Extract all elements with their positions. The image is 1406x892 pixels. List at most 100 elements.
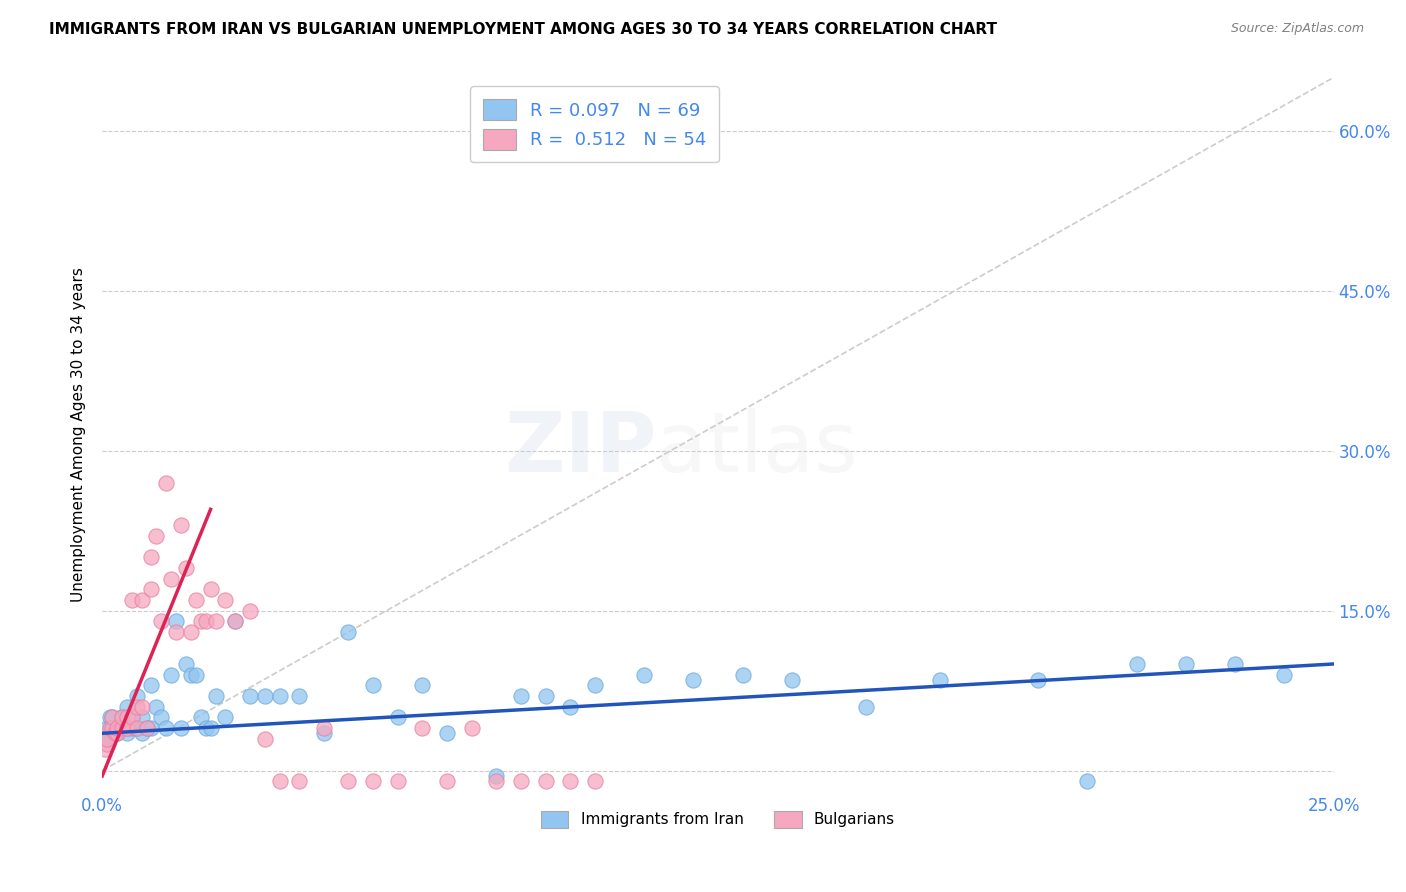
Point (194, 721, 217, 735)
Point (682, 673, 704, 687)
Point (269, 774, 291, 789)
Point (165, 625, 187, 640)
Point (160, 572, 183, 586)
Point (180, 625, 202, 640)
Point (361, 678, 384, 692)
Point (855, 699, 877, 714)
Point (224, 615, 246, 629)
Point (184, 667, 207, 681)
Point (411, 721, 433, 735)
Point (160, 667, 183, 681)
Point (111, 721, 134, 735)
Point (101, 721, 124, 735)
Point (337, 625, 360, 640)
Text: ZIP: ZIP (503, 409, 657, 490)
Point (337, 774, 360, 789)
Point (115, 726, 138, 740)
Point (105, 726, 128, 740)
Point (155, 721, 177, 735)
Point (111, 710, 134, 724)
Point (194, 615, 217, 629)
Point (121, 710, 143, 724)
Point (103, 726, 125, 740)
Point (780, 673, 803, 687)
Point (115, 699, 138, 714)
Point (253, 731, 276, 746)
Point (436, 726, 458, 740)
Point (1076, 774, 1098, 789)
Point (105, 726, 128, 740)
Point (534, 774, 557, 789)
Point (485, 769, 508, 783)
Point (98, 721, 121, 735)
Point (101, 721, 124, 735)
Point (170, 518, 193, 533)
Text: IMMIGRANTS FROM IRAN VS BULGARIAN UNEMPLOYMENT AMONG AGES 30 TO 34 YEARS CORRELA: IMMIGRANTS FROM IRAN VS BULGARIAN UNEMPL… (49, 22, 997, 37)
Point (141, 721, 163, 735)
Point (583, 678, 606, 692)
Point (224, 615, 246, 629)
Point (731, 667, 754, 681)
Point (560, 774, 582, 789)
Point (125, 721, 148, 735)
Point (288, 689, 311, 703)
Point (115, 721, 138, 735)
Point (121, 721, 143, 735)
Point (312, 726, 335, 740)
Point (141, 582, 163, 597)
Point (509, 689, 531, 703)
Point (174, 561, 197, 575)
Point (103, 726, 125, 740)
Point (200, 721, 222, 735)
Point (125, 689, 148, 703)
Point (93, 742, 115, 756)
Point (111, 721, 134, 735)
Text: atlas: atlas (657, 409, 858, 490)
Point (460, 721, 482, 735)
Point (121, 593, 143, 607)
Point (1026, 673, 1049, 687)
Point (239, 689, 262, 703)
Point (101, 721, 124, 735)
Point (180, 667, 202, 681)
Point (131, 710, 153, 724)
Point (125, 721, 148, 735)
Point (560, 699, 582, 714)
Point (411, 678, 433, 692)
Point (633, 667, 655, 681)
Point (1274, 667, 1296, 681)
Point (1125, 657, 1147, 671)
Point (583, 774, 606, 789)
Point (204, 689, 226, 703)
Point (96, 731, 118, 746)
Point (131, 699, 153, 714)
Point (115, 721, 138, 735)
Point (165, 615, 187, 629)
Point (111, 710, 134, 724)
Point (115, 710, 138, 724)
Point (94, 731, 117, 746)
Point (190, 710, 212, 724)
Point (200, 582, 222, 597)
Point (150, 710, 173, 724)
Point (131, 593, 153, 607)
Point (184, 593, 207, 607)
Point (174, 657, 197, 671)
Point (387, 710, 409, 724)
Point (96, 737, 118, 751)
Point (534, 689, 557, 703)
Point (190, 615, 212, 629)
Point (135, 721, 157, 735)
Legend: Immigrants from Iran, Bulgarians: Immigrants from Iran, Bulgarians (534, 805, 901, 834)
Point (509, 774, 531, 789)
Point (98, 710, 121, 724)
Point (97, 731, 120, 746)
Point (204, 615, 226, 629)
Point (96, 721, 118, 735)
Point (239, 604, 262, 618)
Y-axis label: Unemployment Among Ages 30 to 34 years: Unemployment Among Ages 30 to 34 years (72, 268, 86, 602)
Point (96, 731, 118, 746)
Point (135, 721, 157, 735)
Point (170, 721, 193, 735)
Point (387, 774, 409, 789)
